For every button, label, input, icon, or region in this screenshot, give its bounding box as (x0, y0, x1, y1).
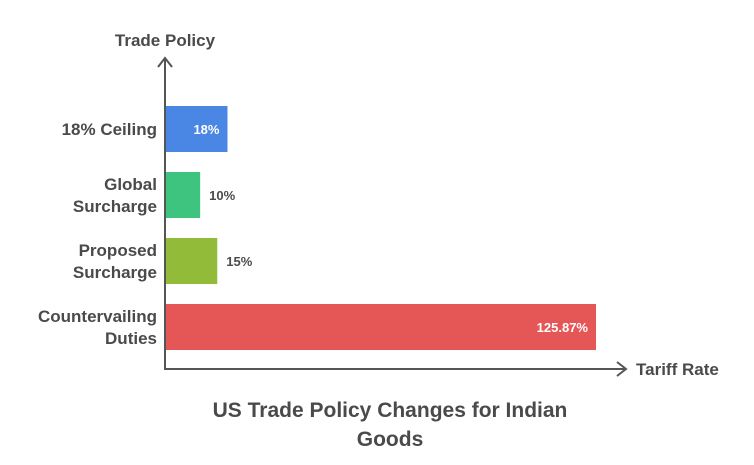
category-label: 18% Ceiling (62, 120, 157, 139)
category-label: Surcharge (73, 197, 157, 216)
data-label: 10% (209, 188, 235, 203)
x-axis-label: Tariff Rate (636, 360, 719, 379)
category-label: Global (104, 175, 157, 194)
y-axis-label: Trade Policy (115, 31, 216, 50)
bar-global-surcharge (166, 172, 201, 218)
category-label: Surcharge (73, 263, 157, 282)
chart-title-line-1: US Trade Policy Changes for Indian (213, 399, 568, 422)
y-axis-arrow-icon (157, 56, 173, 68)
bar-18-ceiling (166, 106, 228, 152)
data-label: 125.87% (537, 320, 589, 335)
chart-title-line-2: Goods (357, 428, 424, 451)
bar-proposed-surcharge (166, 238, 218, 284)
data-label: 18% (193, 122, 219, 137)
bar-countervailing-duties (166, 304, 596, 350)
x-axis-arrow-icon (616, 361, 628, 377)
category-label: Countervailing (38, 307, 157, 326)
category-label: Duties (105, 329, 157, 348)
data-label: 15% (226, 254, 252, 269)
category-label: Proposed (79, 241, 157, 260)
